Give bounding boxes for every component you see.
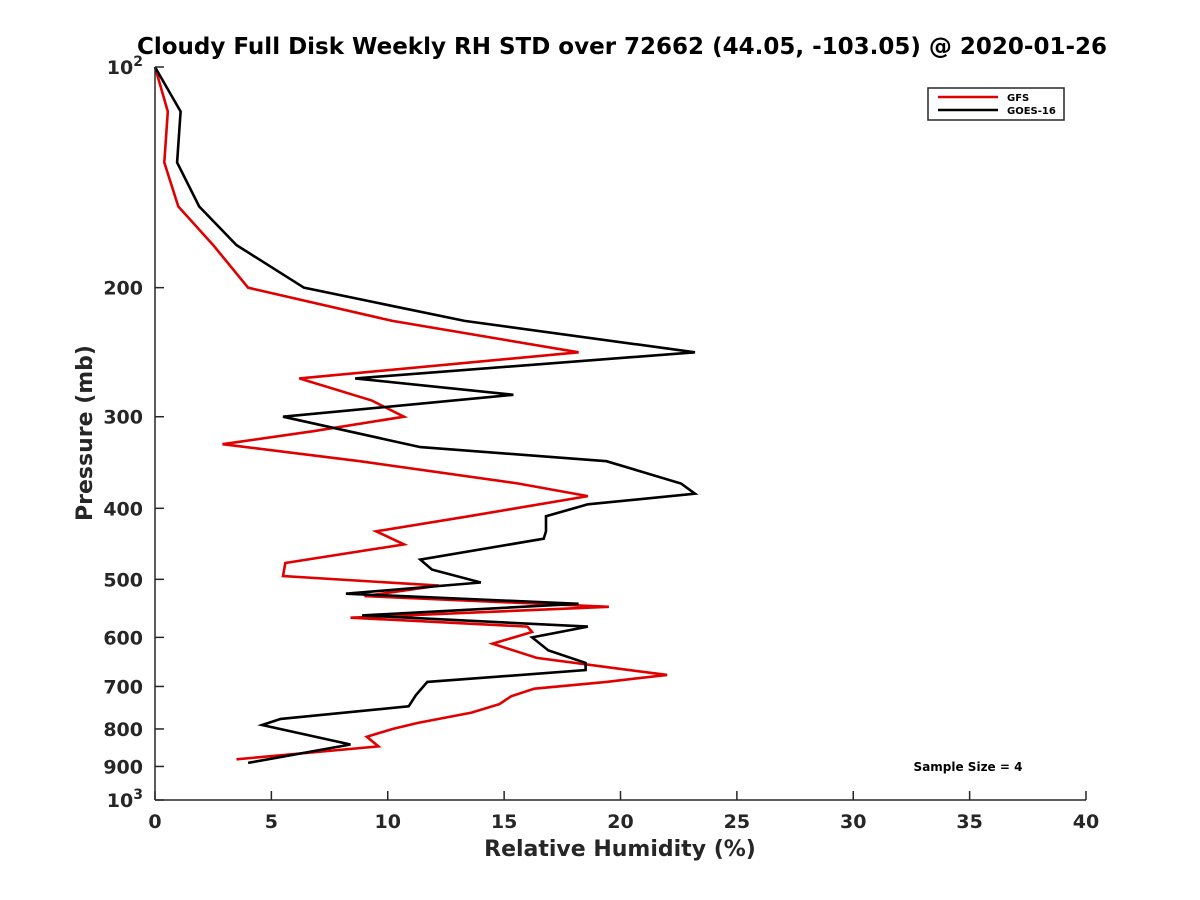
y-tick-label: 900 (103, 756, 143, 778)
chart-title: Cloudy Full Disk Weekly RH STD over 7266… (137, 34, 1107, 60)
series-line-gfs (153, 66, 668, 761)
x-tick-label: 20 (607, 811, 633, 833)
legend-label-goes16: GOES-16 (1007, 106, 1056, 117)
x-tick-label: 15 (491, 811, 517, 833)
legend-box (927, 87, 1065, 121)
x-axis-ticks: 0 5 10 15 20 25 30 35 40 (148, 791, 1099, 833)
y-tick-label: 102 (107, 54, 143, 79)
series-lines (153, 66, 699, 765)
x-tick-label: 5 (265, 811, 278, 833)
x-tick-label: 10 (375, 811, 401, 833)
x-tick-label: 30 (840, 811, 866, 833)
x-tick-label: 40 (1073, 811, 1099, 833)
x-axis-label: Relative Humidity (%) (484, 837, 756, 862)
series-line-goes16 (153, 66, 699, 765)
y-tick-label: 103 (107, 787, 143, 812)
y-tick-label: 500 (103, 569, 143, 591)
legend: GFS GOES-16 (927, 87, 1065, 121)
y-tick-label: 700 (103, 676, 143, 698)
x-tick-label: 0 (148, 811, 161, 833)
sample-size-annotation: Sample Size = 4 (914, 760, 1023, 774)
x-tick-label: 35 (956, 811, 982, 833)
y-tick-label: 600 (103, 627, 143, 649)
y-tick-label: 300 (103, 407, 143, 429)
x-tick-label: 25 (724, 811, 750, 833)
y-tick-label: 800 (103, 719, 143, 741)
y-axis-label: Pressure (mb) (73, 345, 98, 521)
y-axis-ticks: 102 200 300 400 500 600 700 800 900 103 (103, 54, 164, 812)
legend-label-gfs: GFS (1007, 93, 1029, 104)
y-tick-label: 400 (103, 498, 143, 520)
y-tick-label: 200 (103, 278, 143, 300)
